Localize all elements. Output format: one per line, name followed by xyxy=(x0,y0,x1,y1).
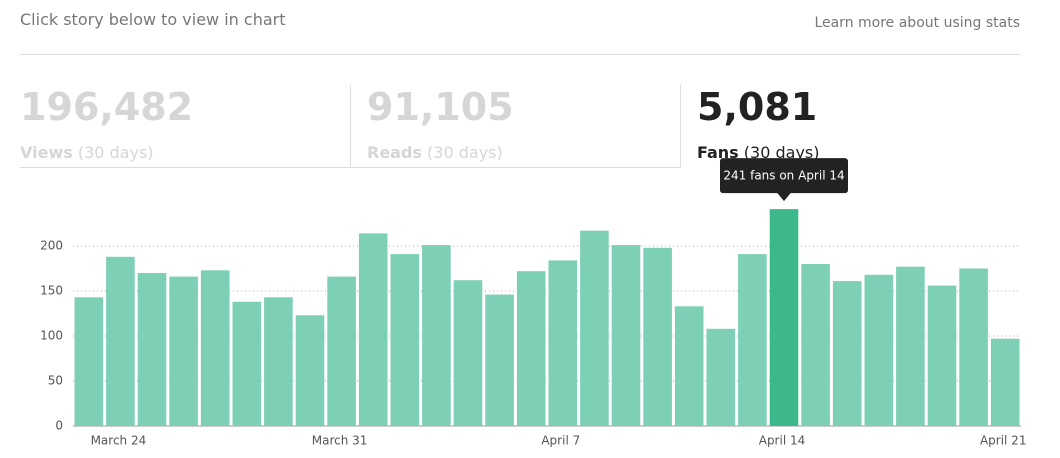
stat-label: Reads xyxy=(367,143,422,162)
x-tick-label: April 7 xyxy=(541,434,580,448)
bar xyxy=(864,274,894,426)
stat-label: Fans xyxy=(697,143,739,162)
stat-label: Views xyxy=(20,143,73,162)
bar xyxy=(896,266,925,426)
x-tick-label: March 31 xyxy=(312,434,368,448)
tooltip-pointer xyxy=(777,192,791,202)
x-tick-label: March 24 xyxy=(91,434,147,448)
y-tick-label: 150 xyxy=(40,284,63,298)
bar xyxy=(390,254,420,426)
bar xyxy=(643,247,672,426)
bar xyxy=(485,294,514,426)
divider xyxy=(20,54,1020,55)
bar xyxy=(611,245,641,426)
y-tick-label: 0 xyxy=(55,419,63,433)
bar xyxy=(548,260,578,426)
bar xyxy=(769,209,799,426)
bar xyxy=(801,264,830,426)
stat-period: (30 days) xyxy=(743,143,820,162)
bar xyxy=(516,271,546,426)
bar xyxy=(232,301,262,426)
x-tick-label: April 21 xyxy=(980,434,1027,448)
bar xyxy=(169,276,198,426)
bar xyxy=(674,306,704,426)
bar xyxy=(580,230,609,426)
stat-tab[interactable]: 91,105 Reads (30 days) xyxy=(351,85,681,168)
stat-value: 196,482 xyxy=(20,85,194,129)
bar xyxy=(137,273,167,426)
bar xyxy=(295,315,325,426)
stat-tab[interactable]: 196,482 Views (30 days) xyxy=(20,85,351,168)
bar xyxy=(422,245,451,426)
bar xyxy=(927,285,957,426)
stat-period: (30 days) xyxy=(77,143,154,162)
bar xyxy=(990,338,1020,426)
bar xyxy=(264,297,293,426)
bar xyxy=(959,268,988,426)
bar xyxy=(738,254,767,426)
bar xyxy=(832,281,862,426)
stat-value: 91,105 xyxy=(367,85,514,129)
bar xyxy=(453,280,483,426)
stat-value: 5,081 xyxy=(697,85,818,129)
x-tick-label: April 14 xyxy=(759,434,806,448)
stat-tab-selected[interactable]: 5,081 Fans (30 days) xyxy=(681,85,1011,168)
y-tick-label: 100 xyxy=(40,329,63,343)
help-link[interactable]: Learn more about using stats xyxy=(814,15,1020,31)
instruction: Click story below to view in chart xyxy=(20,10,286,29)
tooltip-text: 241 fans on April 14 xyxy=(723,169,844,183)
bar xyxy=(327,276,356,426)
bar xyxy=(74,297,104,426)
y-tick-label: 200 xyxy=(40,239,63,253)
bar xyxy=(106,256,135,426)
bar xyxy=(706,328,736,426)
bar xyxy=(358,233,388,426)
stat-period: (30 days) xyxy=(427,143,503,162)
y-tick-label: 50 xyxy=(48,374,63,388)
bar xyxy=(200,270,230,426)
